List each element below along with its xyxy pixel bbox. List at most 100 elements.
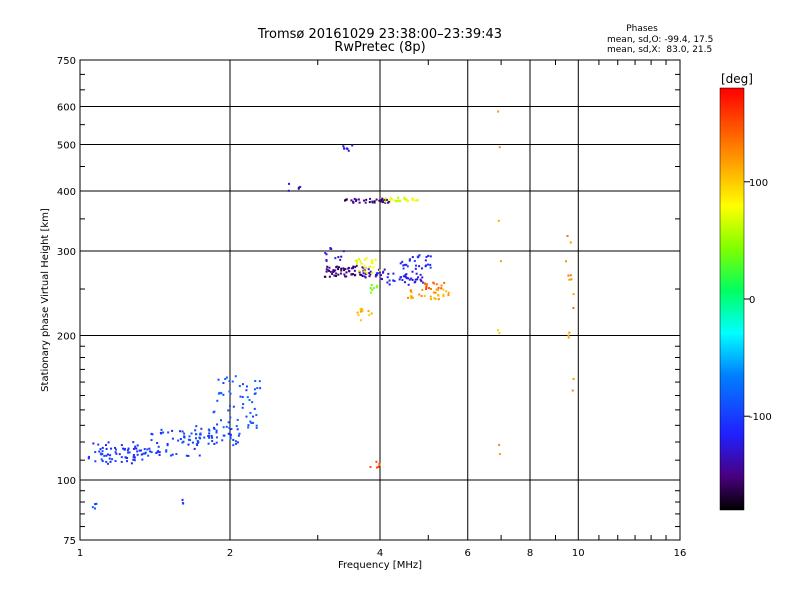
data-point-o: [420, 279, 423, 282]
data-point-o: [427, 254, 430, 257]
data-point-o: [334, 269, 337, 272]
data-point-o: [175, 453, 178, 456]
data-point-o: [239, 395, 242, 398]
data-point-o: [325, 258, 328, 261]
data-point-o: [362, 199, 365, 202]
data-point-x: [572, 293, 575, 296]
data-point-x: [432, 291, 435, 294]
data-point-x: [359, 310, 362, 313]
data-point-x: [371, 271, 374, 274]
data-point-o: [340, 255, 343, 258]
data-point-o: [299, 185, 302, 188]
data-points: [87, 110, 575, 510]
data-point-x: [418, 293, 421, 296]
data-point-o: [228, 390, 231, 393]
data-point-o: [339, 272, 342, 275]
data-point-x: [356, 262, 359, 265]
data-point-o: [335, 275, 338, 278]
y-tick-label: 600: [57, 103, 76, 114]
data-point-o: [326, 265, 329, 268]
colorbar-tick-label: -100: [749, 412, 772, 423]
data-point-x: [497, 219, 500, 222]
data-point-o: [417, 276, 420, 279]
data-point-o: [385, 198, 388, 201]
data-point-o: [424, 259, 427, 262]
data-point-o: [183, 435, 186, 438]
data-point-o: [181, 430, 184, 433]
data-point-o: [251, 401, 254, 404]
data-point-o: [351, 273, 354, 276]
data-point-x: [378, 464, 381, 467]
data-point-o: [222, 426, 225, 429]
data-point-o: [189, 439, 192, 442]
data-point-o: [207, 428, 210, 431]
data-point-o: [335, 272, 338, 275]
data-point-o: [197, 441, 200, 444]
data-point-o: [141, 458, 144, 461]
data-point-o: [188, 435, 191, 438]
data-point-o: [247, 424, 250, 427]
data-point-o: [411, 278, 414, 281]
data-point-o: [379, 277, 382, 280]
data-point-o: [165, 450, 168, 453]
data-point-o: [146, 448, 149, 451]
data-point-x: [434, 297, 437, 300]
data-point-o: [150, 451, 153, 454]
data-point-o: [212, 426, 215, 429]
data-point-o: [421, 281, 424, 284]
data-point-x: [371, 259, 374, 262]
data-point-x: [407, 199, 410, 202]
data-point-x: [410, 297, 413, 300]
data-point-x: [357, 269, 360, 272]
data-point-o: [208, 432, 211, 435]
data-point-o: [151, 433, 154, 436]
data-point-x: [369, 287, 372, 290]
data-point-o: [241, 406, 244, 409]
data-point-o: [232, 444, 235, 447]
data-point-o: [408, 259, 411, 262]
data-point-o: [408, 278, 411, 281]
data-point-o: [386, 281, 389, 284]
data-point-o: [87, 455, 90, 458]
data-point-x: [447, 291, 450, 294]
data-point-o: [136, 444, 139, 447]
data-point-o: [134, 446, 137, 449]
data-point-o: [142, 452, 145, 455]
data-point-o: [106, 462, 109, 465]
data-point-o: [234, 440, 237, 443]
data-point-o: [378, 271, 381, 274]
data-point-o: [363, 275, 366, 278]
data-point-x: [429, 287, 432, 290]
data-point-o: [388, 200, 391, 203]
data-point-o: [183, 432, 186, 435]
data-point-o: [258, 380, 261, 383]
data-point-o: [140, 449, 143, 452]
data-point-x: [369, 265, 372, 268]
data-point-x: [442, 295, 445, 298]
data-point-o: [351, 267, 354, 270]
data-point-x: [371, 260, 374, 263]
data-point-o: [115, 452, 118, 455]
data-point-o: [403, 281, 406, 284]
x-tick-label: 1: [77, 548, 83, 559]
data-point-o: [120, 460, 123, 463]
data-point-x: [437, 298, 440, 301]
data-point-o: [419, 273, 422, 276]
data-point-x: [411, 197, 414, 200]
data-point-o: [373, 200, 376, 203]
data-point-o: [345, 271, 348, 274]
data-point-o: [179, 438, 182, 441]
data-point-o: [101, 453, 104, 456]
y-tick-label: 100: [57, 476, 76, 487]
data-point-o: [405, 277, 408, 280]
data-point-o: [373, 201, 376, 204]
data-point-x: [397, 199, 400, 202]
data-point-o: [418, 265, 421, 268]
data-point-o: [181, 441, 184, 444]
x-tick-label: 6: [465, 548, 471, 559]
data-point-x: [566, 234, 569, 237]
data-point-o: [249, 411, 252, 414]
data-point-o: [91, 506, 94, 509]
data-point-o: [424, 264, 427, 267]
data-point-o: [94, 503, 97, 506]
